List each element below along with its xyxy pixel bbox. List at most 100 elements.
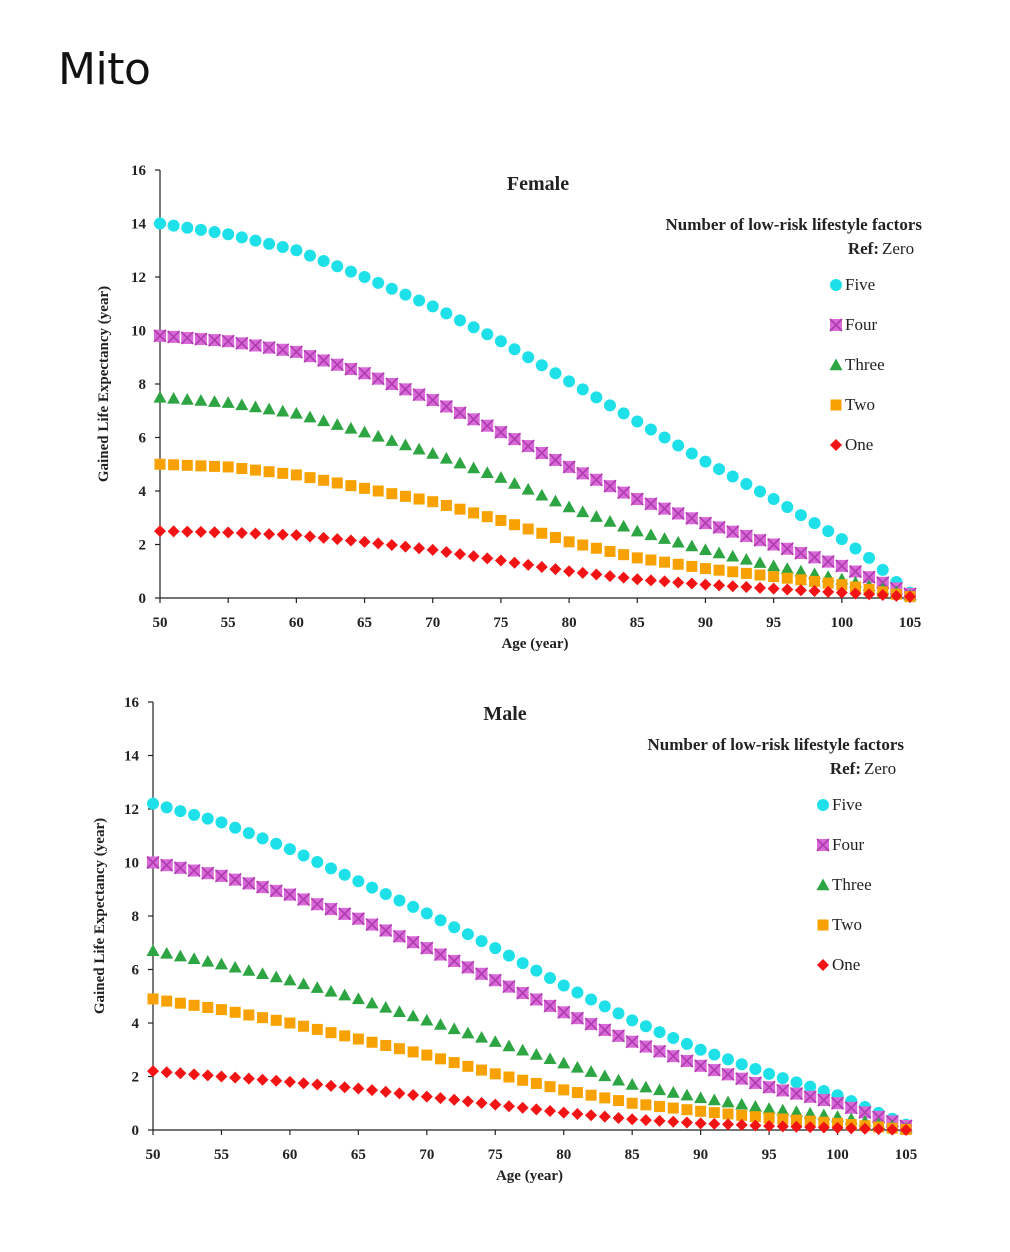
data-point-one [740,581,752,593]
data-point-four [563,461,575,473]
data-point-three [722,1096,735,1108]
legend-marker-five [817,799,829,811]
data-point-four [618,487,630,499]
legend-marker-one [830,439,842,451]
data-point-four [544,1000,556,1012]
data-point-two [345,480,356,491]
data-point-four [284,889,296,901]
data-point-four [536,447,548,459]
data-point-five [372,277,384,289]
data-point-two [591,543,602,554]
data-point-four [599,1024,611,1036]
data-point-one [599,1111,611,1123]
data-point-five [399,289,411,301]
data-point-four [590,474,602,486]
data-point-one [188,1068,200,1080]
data-point-one [372,537,384,549]
data-point-three [481,466,494,478]
data-point-three [358,426,371,438]
data-point-four [195,333,207,345]
data-point-one [468,550,480,562]
data-point-one [249,528,261,540]
data-point-four [503,981,515,993]
legend-label-two: Two [832,915,862,934]
x-tick-label: 105 [899,615,922,631]
data-point-one [345,534,357,546]
data-point-five [345,266,357,278]
data-point-five [790,1076,802,1088]
data-point-five [612,1007,624,1019]
data-point-three [767,559,780,571]
data-point-five [695,1044,707,1056]
data-point-five [708,1049,720,1061]
data-point-two [427,496,438,507]
data-point-three [508,477,521,489]
data-point-four [845,1102,857,1114]
data-point-three [181,393,194,405]
data-point-three [324,985,337,997]
data-point-five [549,367,561,379]
data-point-four [695,1060,707,1072]
data-point-three [626,1078,639,1090]
data-point-four [654,1045,666,1057]
data-point-one [454,548,466,560]
data-point-three [188,952,201,964]
data-point-three [544,1052,557,1064]
data-point-four [448,955,460,967]
data-point-five [604,399,616,411]
data-point-one [222,526,234,538]
data-point-two [627,1098,638,1109]
data-point-five [325,862,337,874]
data-point-one [243,1073,255,1085]
data-point-two [243,1009,254,1020]
legend-label-three: Three [832,875,872,894]
data-point-three [680,1089,693,1101]
legend-label-four: Four [832,835,864,854]
data-point-three [685,540,698,552]
data-point-five [209,226,221,238]
legend-marker-one [817,959,829,971]
data-point-one [393,1087,405,1099]
data-point-three [563,501,576,513]
data-point-two [175,998,186,1009]
data-point-three [331,418,344,430]
data-point-one [413,542,425,554]
data-point-five [440,307,452,319]
data-point-five [763,1068,775,1080]
data-point-four [631,493,643,505]
data-point-two [700,563,711,574]
data-point-three [557,1057,570,1069]
data-point-four [517,987,529,999]
data-point-three [667,1086,680,1098]
data-point-two [230,1007,241,1018]
data-point-three [598,1069,611,1081]
data-point-four [809,551,821,563]
data-point-three [379,1001,392,1013]
x-tick-label: 90 [698,615,713,631]
y-tick-label: 8 [139,377,147,393]
data-point-three [489,1035,502,1047]
data-point-one [290,529,302,541]
data-point-four [421,942,433,954]
data-point-five [154,218,166,230]
data-point-two [394,1043,405,1054]
data-point-one [631,573,643,585]
data-point-three [249,401,262,413]
data-point-four [202,867,214,879]
x-tick-label: 100 [826,1147,849,1163]
data-point-four [522,440,534,452]
data-point-two [613,1095,624,1106]
data-point-four [736,1073,748,1085]
data-point-three [740,553,753,565]
legend-marker-five [830,279,842,291]
data-point-five [749,1063,761,1075]
data-point-two [727,566,738,577]
x-tick-label: 75 [488,1147,503,1163]
data-point-three [366,997,379,1009]
data-point-three [317,414,330,426]
data-point-one [522,559,534,571]
data-point-five [435,914,447,926]
data-point-four [311,898,323,910]
data-point-four [681,1055,693,1067]
data-point-one [754,582,766,594]
